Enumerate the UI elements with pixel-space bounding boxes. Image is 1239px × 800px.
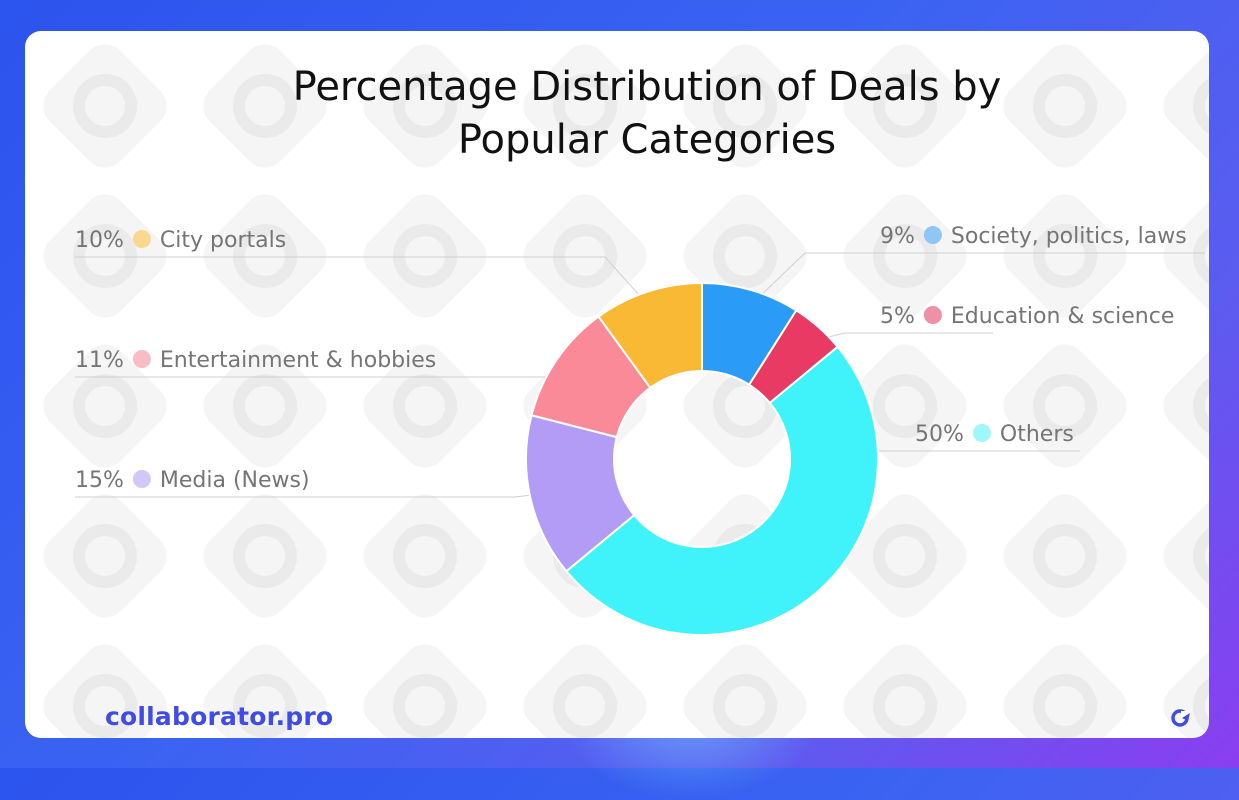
- slice-legend-dot-1: [923, 306, 942, 324]
- leader-line-0: [744, 252, 1205, 311]
- slice-percent-label-0: 9%: [880, 224, 915, 249]
- slice-legend-dot-5: [132, 230, 151, 248]
- slice-legend-dot-2: [972, 424, 991, 442]
- slice-legend-dot-0: [923, 226, 942, 244]
- slice-percent-label-2: 50%: [915, 422, 964, 447]
- slice-category-label-0: Society, politics, laws: [951, 224, 1187, 249]
- donut-chart: 9% Society, politics, laws 5% Education & s…: [75, 224, 1205, 636]
- donut-slice-2: [564, 345, 879, 636]
- chart-title-line-1: Percentage Distribution of Deals by: [292, 64, 1002, 110]
- slice-percent-label-3: 15%: [75, 468, 124, 493]
- slice-percent-label-1: 5%: [880, 304, 915, 329]
- slice-category-label-5: City portals: [160, 228, 286, 253]
- leader-line-5: [75, 256, 655, 313]
- slice-category-label-1: Education & science: [951, 304, 1174, 329]
- slice-legend-dot-3: [132, 470, 151, 488]
- slice-category-label-3: Media (News): [160, 468, 310, 493]
- chart-title: Percentage Distribution of Deals by Popu…: [25, 61, 1209, 167]
- chart-title-line-2: Popular Categories: [457, 117, 837, 163]
- chart-card: Percentage Distribution of Deals by Popu…: [25, 31, 1209, 738]
- slice-percent-label-5: 10%: [75, 228, 124, 253]
- slice-category-label-4: Entertainment & hobbies: [160, 348, 436, 373]
- brand-wordmark: collaborator.pro: [105, 702, 334, 731]
- slice-legend-dot-4: [132, 350, 151, 368]
- slice-percent-label-4: 11%: [75, 348, 124, 373]
- donut-slice-5: [597, 281, 703, 390]
- leader-line-3: [75, 492, 551, 498]
- brand-logo-icon: [1171, 709, 1190, 727]
- donut-slice-3: [525, 414, 636, 573]
- slice-category-label-2: Others: [1000, 422, 1074, 447]
